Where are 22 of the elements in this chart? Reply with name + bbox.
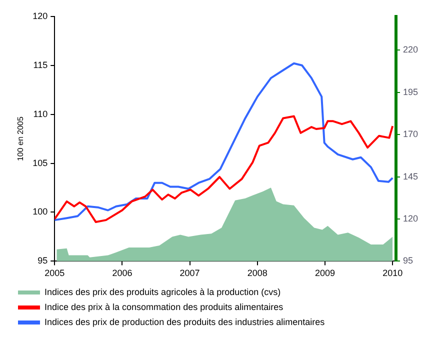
x-tick-label: 2010 <box>382 268 403 278</box>
y2-tick-label: 170 <box>402 129 418 140</box>
y-tick-label: 105 <box>32 158 48 168</box>
x-tick-label: 2008 <box>247 268 268 278</box>
legend-label: Indices des prix de production des produits des industries alimentaires <box>44 316 326 327</box>
y2-tick-label: 120 <box>402 213 418 224</box>
legend-label: Indices des prix des produits agricoles à la production (cvs) <box>44 286 281 297</box>
y-tick-label: 95 <box>38 256 48 266</box>
x-tick-label: 2007 <box>180 268 200 278</box>
y2-tick-label: 220 <box>402 44 418 55</box>
y-tick-label: 120 <box>32 10 48 21</box>
x-tick-label: 2005 <box>44 268 65 278</box>
y-tick-label: 100 <box>32 206 48 217</box>
y2-tick-label: 95 <box>402 256 413 266</box>
legend-label: Indice des prix à la consommation des produits alimentaires <box>44 302 284 312</box>
x-tick-label: 2009 <box>314 268 336 278</box>
y2-tick-label: 145 <box>402 171 418 182</box>
y-tick-label: 110 <box>33 108 48 119</box>
y-tick-label: 115 <box>33 60 48 70</box>
x-tick-label: 2006 <box>112 268 132 278</box>
y-axis-title: 100 en 2005 <box>16 116 26 162</box>
y2-tick-label: 195 <box>402 86 418 97</box>
